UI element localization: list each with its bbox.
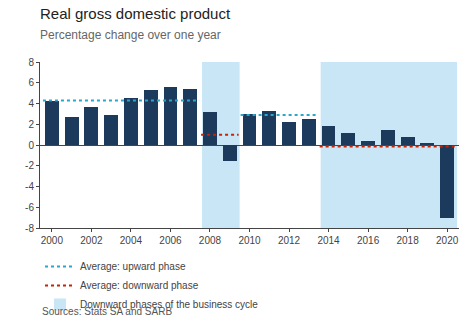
svg-text:Average: upward phase: Average: upward phase — [80, 261, 186, 272]
svg-text:Downward phases of the busines: Downward phases of the business cycle — [80, 299, 258, 310]
svg-text:8: 8 — [28, 57, 34, 68]
svg-text:2012: 2012 — [278, 235, 301, 246]
svg-text:2: 2 — [28, 119, 34, 130]
svg-text:6: 6 — [28, 77, 34, 88]
svg-text:2004: 2004 — [120, 235, 143, 246]
svg-text:2000: 2000 — [41, 235, 64, 246]
svg-text:Real gross domestic productPer: Real gross domestic productPercentage ch… — [40, 5, 231, 42]
svg-text:2006: 2006 — [159, 235, 182, 246]
svg-text:Average: downward phase: Average: downward phase — [80, 280, 199, 291]
svg-text:4: 4 — [28, 98, 34, 109]
svg-text:-6: -6 — [25, 202, 34, 213]
svg-text:-8: -8 — [25, 223, 34, 234]
svg-text:-2: -2 — [25, 160, 34, 171]
svg-text:-4: -4 — [25, 181, 34, 192]
svg-text:2010: 2010 — [238, 235, 261, 246]
svg-text:2008: 2008 — [199, 235, 222, 246]
svg-text:0: 0 — [28, 140, 34, 151]
svg-text:2014: 2014 — [317, 235, 340, 246]
svg-text:2020: 2020 — [436, 235, 459, 246]
svg-text:Sources: Stats SA and SARB: Sources: Stats SA and SARB — [42, 306, 172, 317]
svg-text:2016: 2016 — [357, 235, 380, 246]
svg-text:2018: 2018 — [396, 235, 419, 246]
svg-text:2002: 2002 — [80, 235, 103, 246]
